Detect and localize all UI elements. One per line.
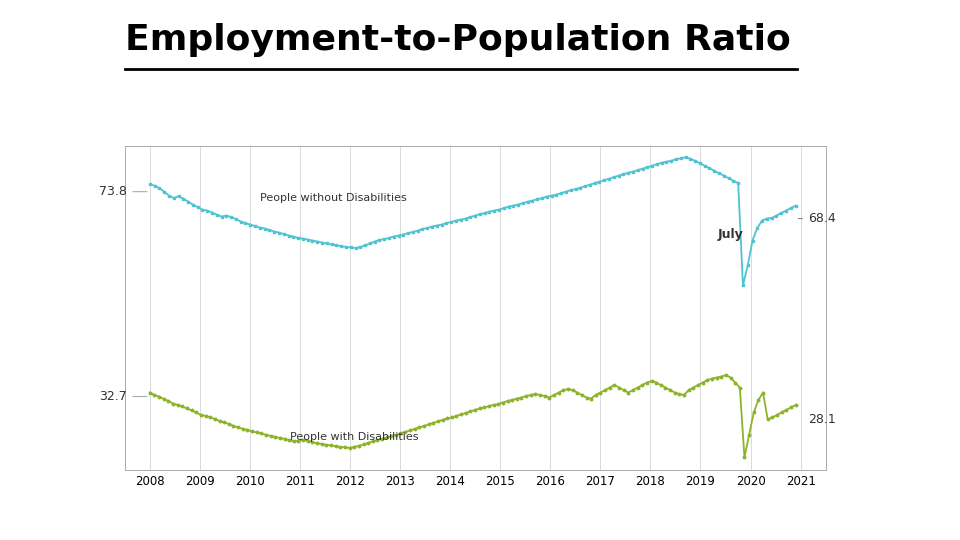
Text: Employment-to-Population Ratio: Employment-to-Population Ratio xyxy=(125,23,790,57)
Text: People with Disabilities: People with Disabilities xyxy=(290,433,419,442)
Text: 68.4: 68.4 xyxy=(799,212,836,225)
Text: July: July xyxy=(718,227,743,240)
Text: People without Disabilities: People without Disabilities xyxy=(260,193,407,203)
Text: #n.TIDE: #n.TIDE xyxy=(14,510,77,524)
Text: 18: 18 xyxy=(919,510,936,524)
Text: 32.7: 32.7 xyxy=(100,390,147,403)
Text: 73.8: 73.8 xyxy=(100,185,147,198)
Text: 28.1: 28.1 xyxy=(808,413,836,426)
